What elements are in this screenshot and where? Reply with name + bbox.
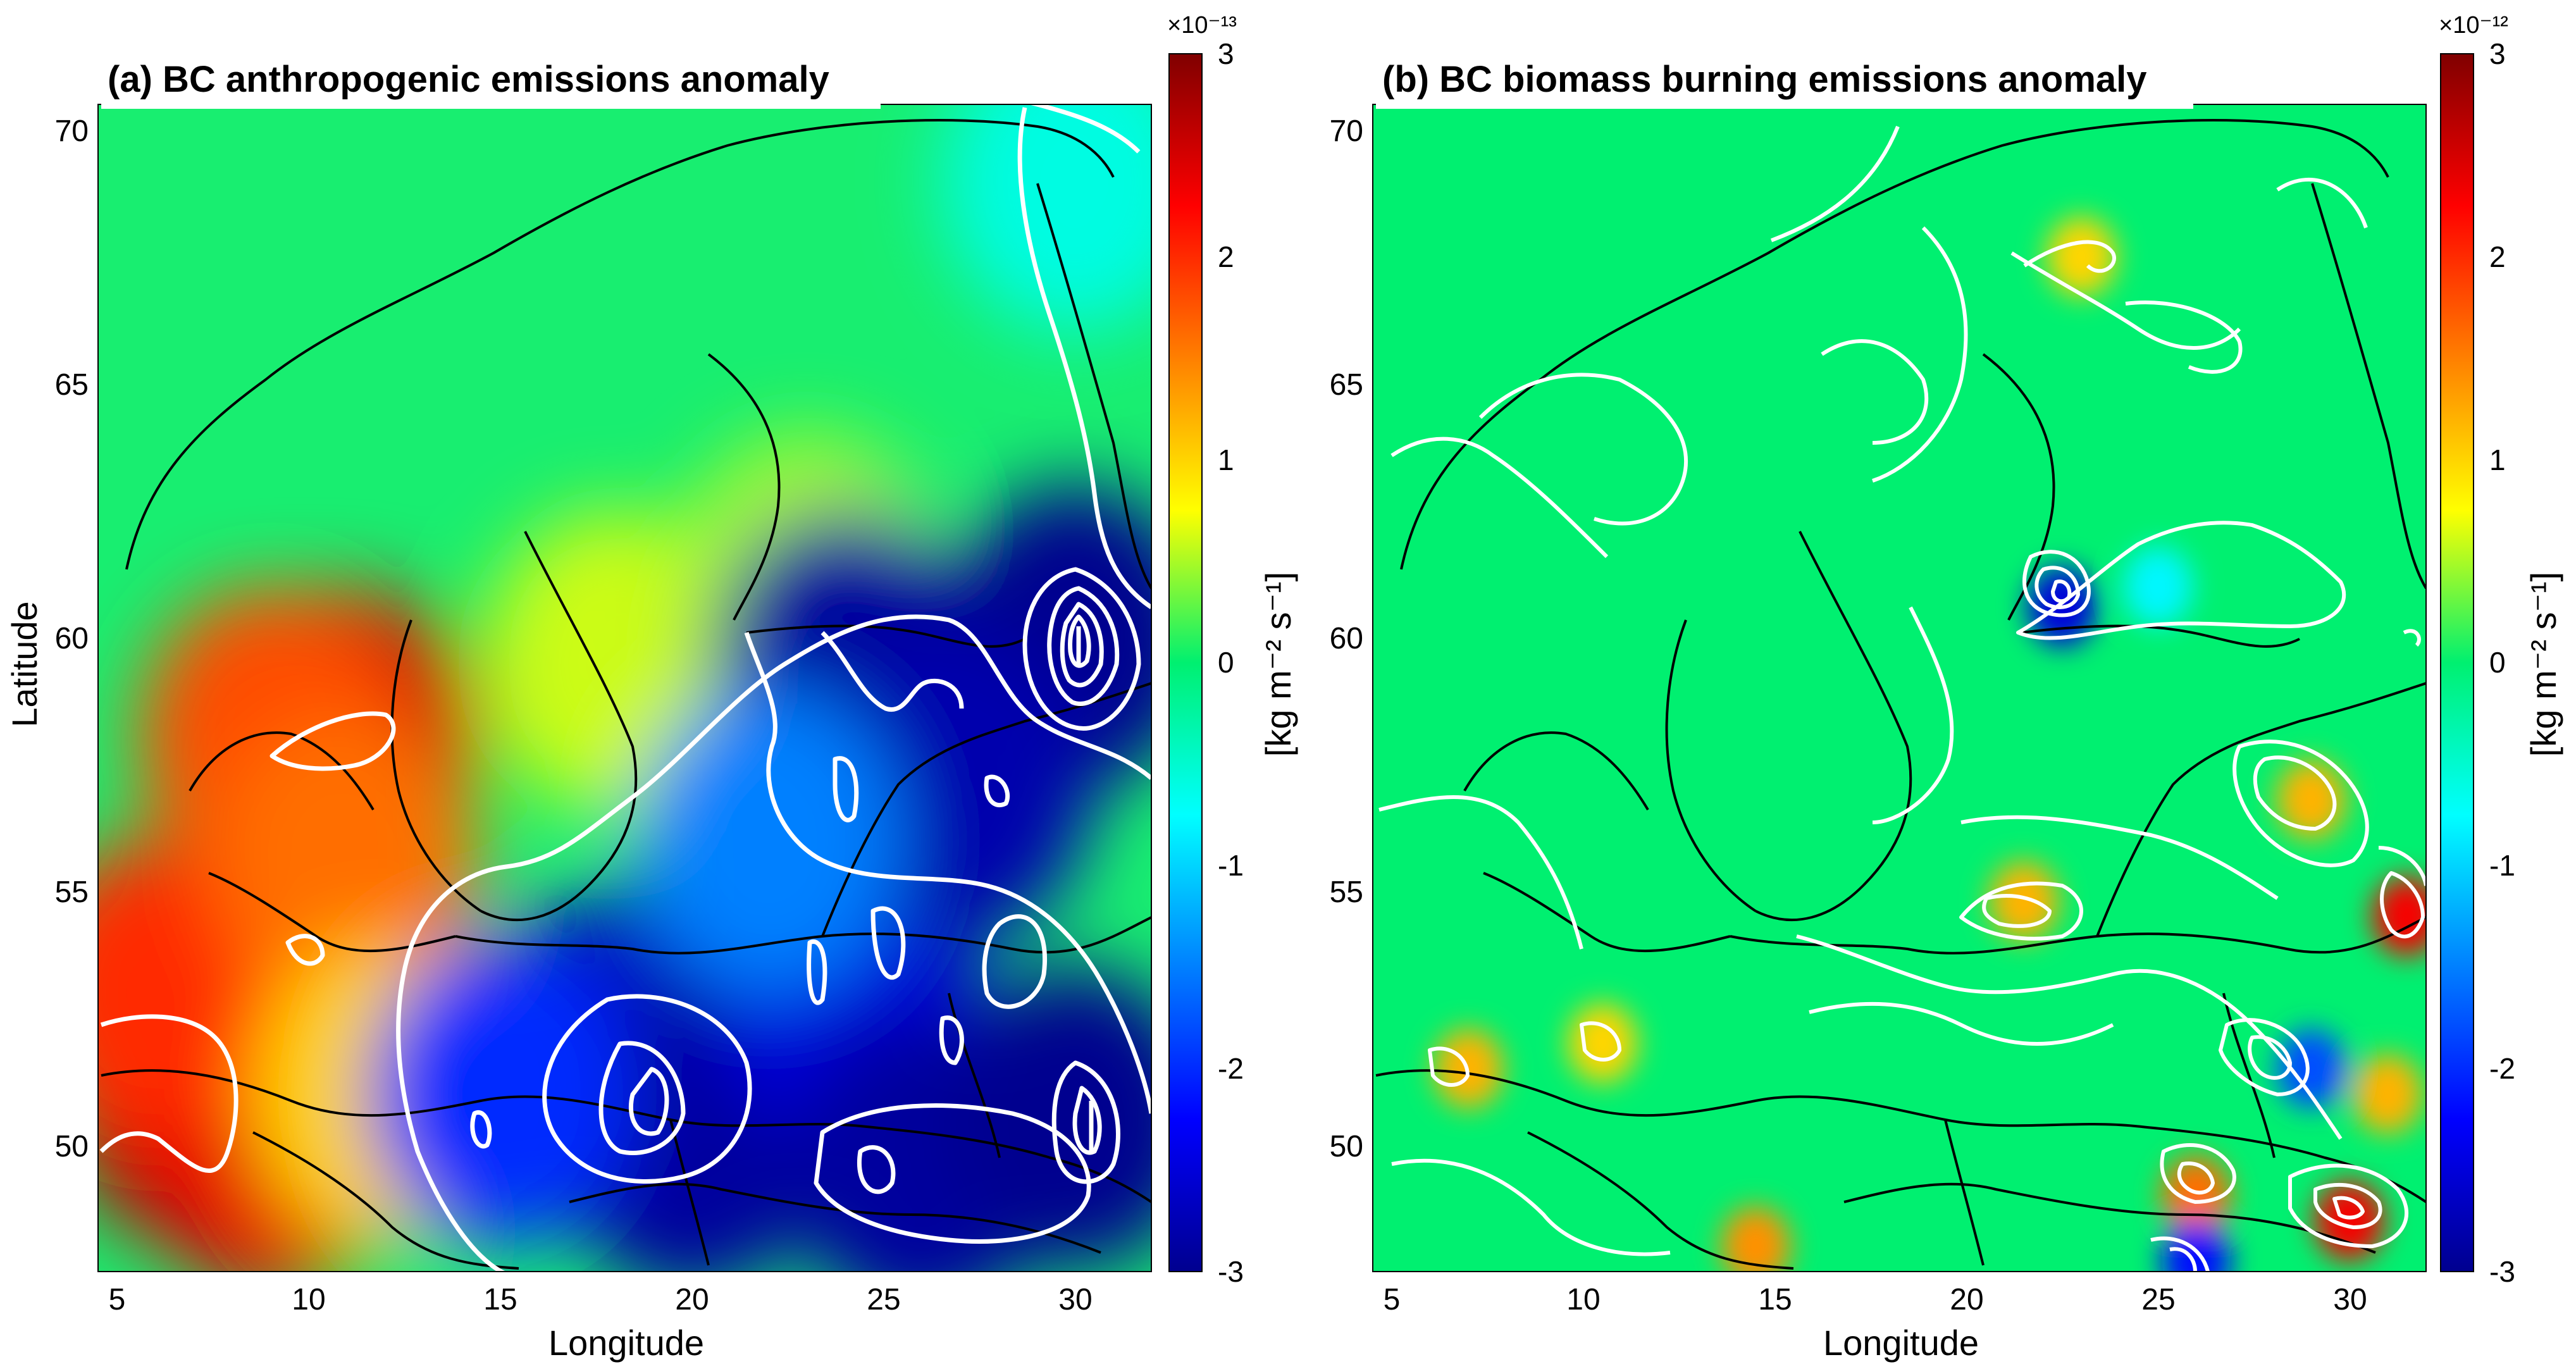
panel-b-ytick: 70 — [1330, 115, 1363, 148]
panel-b-title: (b) BC biomass burning emissions anomaly — [1382, 59, 2147, 100]
panel-a-cbtick: -2 — [1218, 1052, 1244, 1085]
panel-b-cbtick: -3 — [2489, 1255, 2515, 1288]
panel-a-ytick: 50 — [55, 1130, 89, 1163]
panel-b: (b) BC biomass burning emissions anomaly… — [1330, 12, 2563, 1363]
panel-a-x-axis-label: Longitude — [548, 1323, 704, 1363]
heat-blob — [941, 966, 1151, 1272]
panel-a-y-ticks: 50 55 60 65 70 — [55, 115, 89, 1163]
panel-b-xtick: 25 — [2141, 1283, 2175, 1316]
panel-a-xtick: 10 — [292, 1283, 325, 1316]
panel-b-ytick: 65 — [1330, 368, 1363, 402]
panel-b-xtick: 15 — [1758, 1283, 1792, 1316]
panel-b-ytick: 50 — [1330, 1130, 1363, 1163]
heat-blob — [367, 941, 633, 1247]
heat-blob — [2276, 1028, 2346, 1109]
panel-a-ytick: 65 — [55, 368, 89, 402]
panel-a-coastlines — [101, 119, 1151, 1270]
panel-a-xtick: 15 — [483, 1283, 517, 1316]
heat-blob — [2353, 1053, 2423, 1134]
heat-blob — [2047, 216, 2117, 297]
heat-blob — [1721, 1206, 1791, 1272]
panel-a-colorbar-gradient — [1168, 53, 1203, 1272]
panel-a-contours — [99, 104, 1151, 1272]
panel-a-cbtick: -3 — [1218, 1255, 1244, 1288]
panel-a-xtick: 20 — [675, 1283, 709, 1316]
panel-b-xtick: 5 — [1384, 1283, 1401, 1316]
panel-b-cbtick: 2 — [2489, 240, 2506, 273]
panel-a-cbtick: -1 — [1218, 849, 1244, 882]
panel-b-ytick: 60 — [1330, 622, 1363, 655]
panel-b-xtick: 10 — [1566, 1283, 1600, 1316]
panel-a: (a) BC anthropogenic emissions anomaly 5… — [4, 12, 1298, 1363]
panel-a-xtick: 25 — [867, 1283, 900, 1316]
panel-b-cbtick: 1 — [2489, 443, 2506, 476]
panel-a-x-ticks: 5 10 15 20 25 30 — [109, 1283, 1093, 1316]
heat-blob — [635, 687, 901, 993]
panel-b-cbtick: 3 — [2489, 37, 2506, 70]
heat-blob — [1568, 1003, 1638, 1084]
panel-a-xtick: 5 — [109, 1283, 126, 1316]
panel-b-coastlines — [1375, 119, 2426, 1270]
panel-b-xtick: 20 — [1950, 1283, 1983, 1316]
panel-a-y-axis-label: Latitude — [4, 601, 44, 727]
panel-a-title-bg — [101, 51, 881, 109]
panel-b-x-axis-label: Longitude — [1823, 1323, 1979, 1363]
panel-b-y-ticks: 50 55 60 65 70 — [1330, 115, 1363, 1163]
panel-a-ytick: 70 — [55, 115, 89, 148]
panel-a-ytick: 60 — [55, 622, 89, 655]
panel-a-xtick: 30 — [1058, 1283, 1092, 1316]
heat-blob — [2123, 546, 2193, 627]
panel-b-title-bg — [1376, 51, 2193, 109]
panel-a-map — [98, 104, 1151, 1272]
panel-a-cbtick: 3 — [1218, 37, 1234, 70]
panel-b-cbtick: -2 — [2489, 1052, 2515, 1085]
panel-a-colorbar-exponent: ×10⁻¹³ — [1167, 12, 1237, 39]
panel-b-colorbar-exponent: ×10⁻¹² — [2439, 12, 2508, 39]
panel-a-colorbar: ×10⁻¹³ 3 2 1 0 -1 -2 -3 [kg m⁻² s⁻¹] — [1167, 12, 1298, 1288]
panel-b-cbtick: -1 — [2489, 849, 2515, 882]
heat-blob — [1989, 861, 2059, 941]
panel-a-title: (a) BC anthropogenic emissions anomaly — [108, 59, 829, 100]
panel-a-cbtick: 1 — [1218, 443, 1234, 476]
panel-b-background — [1373, 104, 2426, 1272]
panel-b-cbtick: 0 — [2489, 646, 2506, 679]
panel-a-heat-field — [98, 104, 1151, 1272]
heat-blob — [2161, 1221, 2231, 1272]
panel-a-ytick: 55 — [55, 876, 89, 909]
panel-a-cbtick: 0 — [1218, 646, 1234, 679]
panel-b-xtick: 30 — [2333, 1283, 2367, 1316]
panel-b-contours — [1378, 125, 2426, 1272]
panel-b-x-ticks: 5 10 15 20 25 30 — [1384, 1283, 2367, 1316]
panel-b-colorbar-gradient — [2440, 53, 2474, 1272]
panel-b-colorbar: ×10⁻¹² 3 2 1 0 -1 -2 -3 [kg m⁻² s⁻¹] — [2439, 12, 2563, 1288]
heat-blob — [941, 104, 1151, 333]
panel-a-cbtick: 2 — [1218, 240, 1234, 273]
panel-b-ytick: 55 — [1330, 876, 1363, 909]
panel-b-colorbar-label: [kg m⁻² s⁻¹] — [2523, 572, 2563, 757]
panel-b-map — [1373, 104, 2426, 1272]
panel-a-colorbar-label: [kg m⁻² s⁻¹] — [1258, 572, 1298, 757]
